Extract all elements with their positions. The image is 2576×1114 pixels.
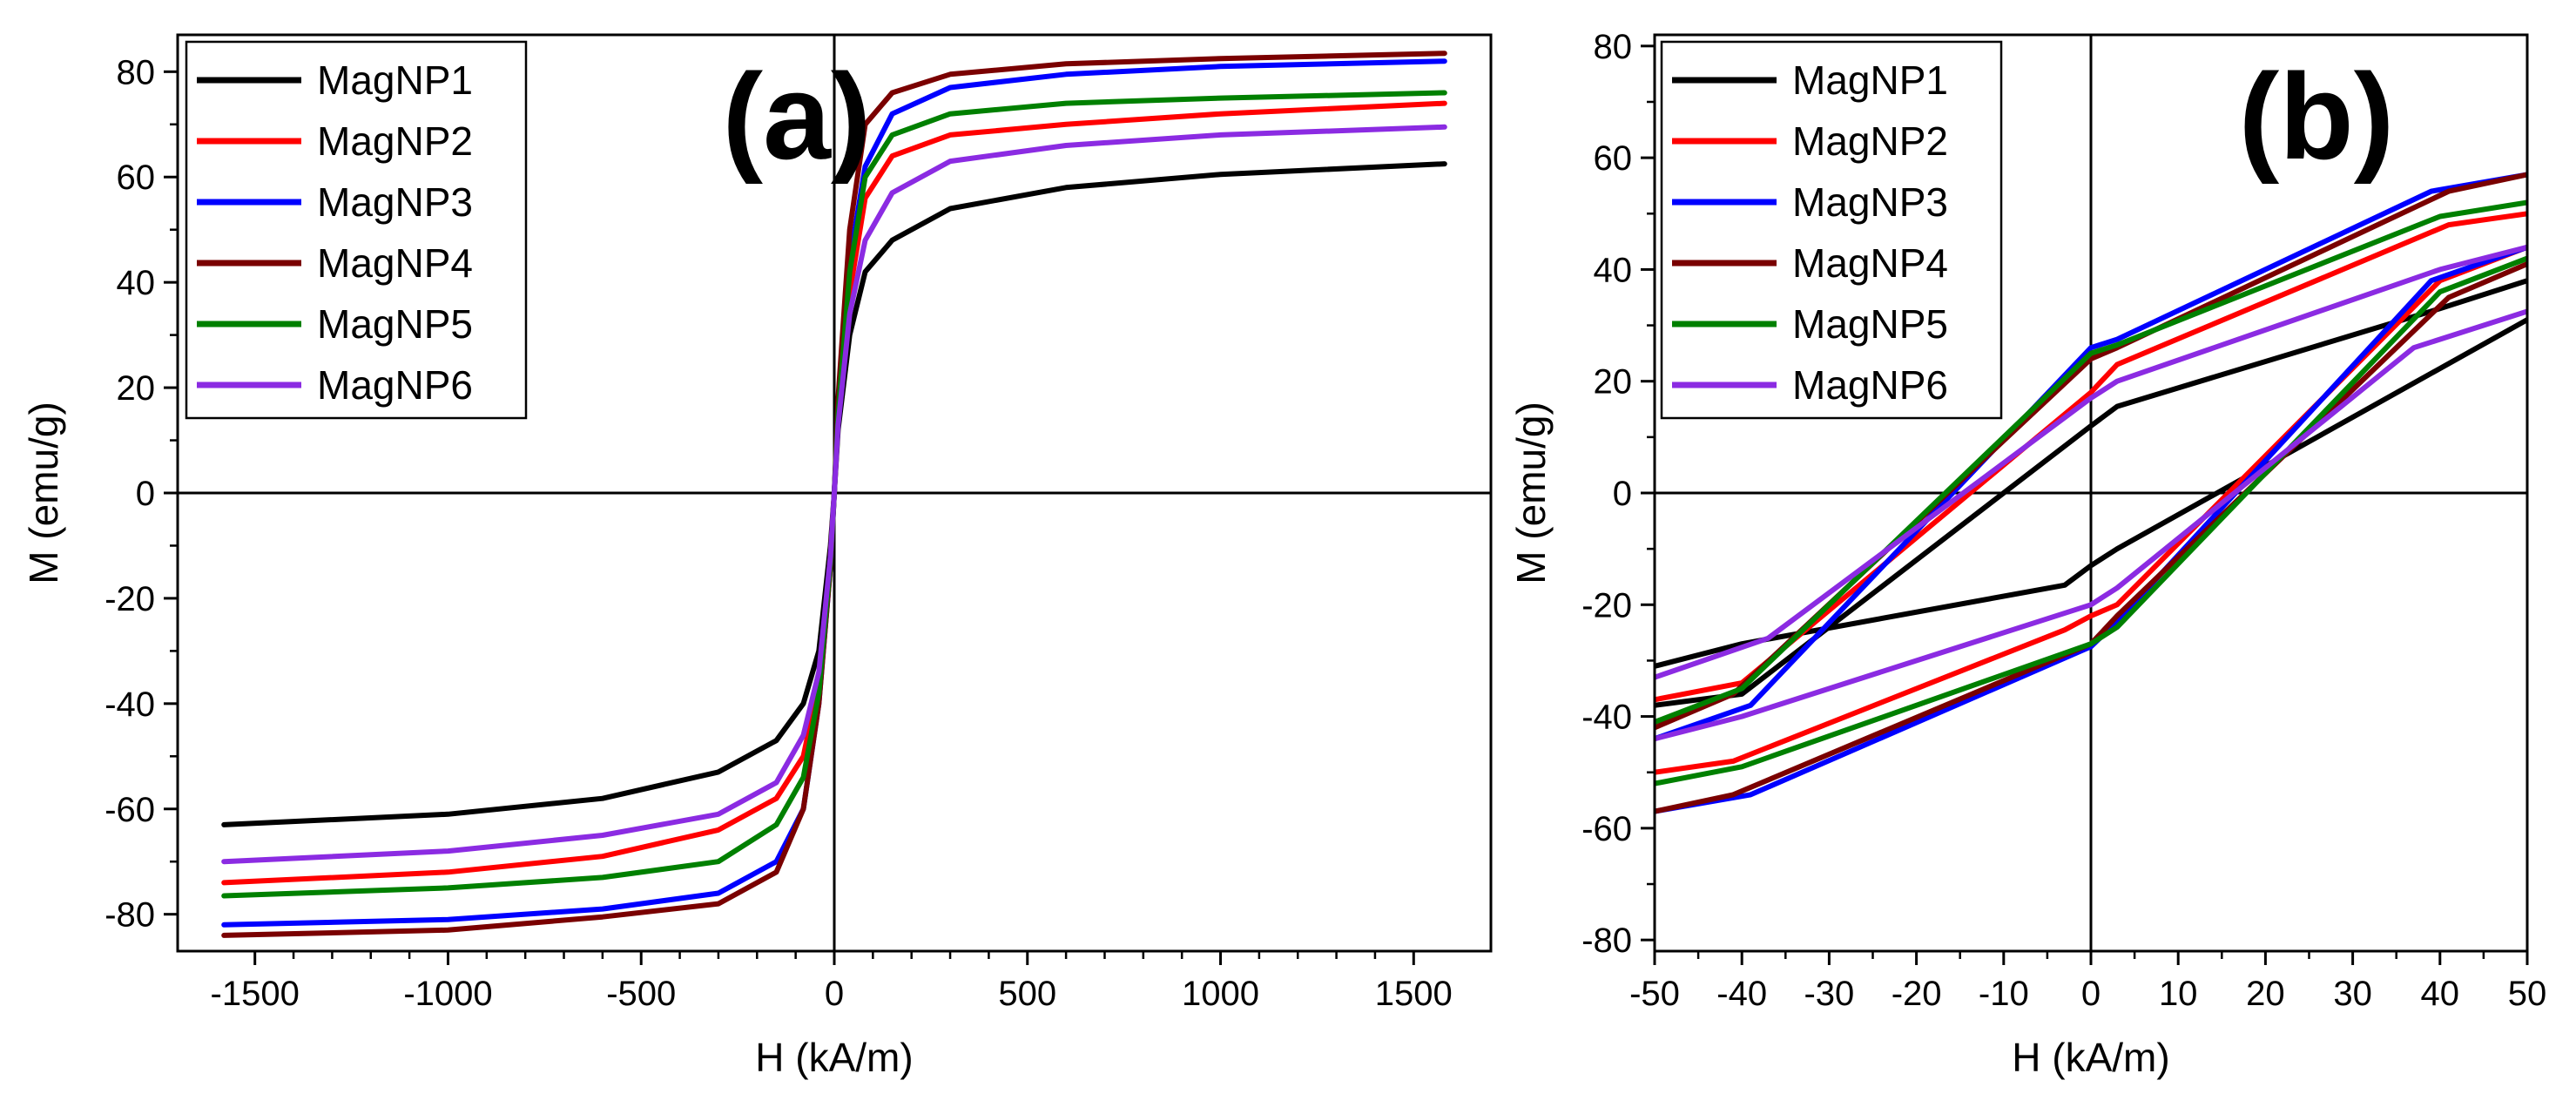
panel-b-series-magnp5-upper-branch	[1655, 199, 2527, 725]
panel-a-y-tick-label: -40	[105, 685, 155, 724]
panel-b-x-tick-label: 10	[2159, 975, 2198, 1013]
panel-b-legend-label-magnp5: MagNP5	[1792, 301, 1948, 347]
panel-b-zero-lines	[1655, 35, 2527, 951]
panel-b-y-tick-label: 0	[1613, 475, 1632, 513]
panel-a-legend-label-magnp6: MagNP6	[317, 362, 473, 408]
panel-a-legend-label-magnp1: MagNP1	[317, 57, 473, 103]
panel-a-x-tick-label: -1500	[211, 975, 300, 1013]
panel-a-y-tick-label: 0	[136, 475, 155, 513]
panel-a-legend-label-magnp3: MagNP3	[317, 179, 473, 225]
panel-b-legend-label-magnp2: MagNP2	[1792, 118, 1948, 164]
panel-b-legend-label-magnp6: MagNP6	[1792, 362, 1948, 408]
panel-b: -50 -40 -30 -20 -10 0 10 20 30 40 50 -80 -60 -40 -20 0 2…	[1508, 28, 2546, 1080]
panel-a-y-tick-label: -80	[105, 896, 155, 935]
panel-b-label: (b)	[2239, 48, 2395, 185]
panel-b-ticks: -50 -40 -30 -20 -10 0 10 20 30 40 50 -80 -60 -40 -20 0 2…	[1581, 28, 2546, 1013]
panel-b-series-magnp5-line	[1655, 255, 2527, 787]
panel-a-x-axis-title: H (kA/m)	[755, 1035, 913, 1080]
panel-b-series-magnp2-line	[1655, 244, 2527, 775]
panel-a-y-tick-label: 40	[117, 264, 156, 302]
panel-a-legend-box	[185, 40, 528, 420]
panel-b-series-magnp6-upper-branch	[1655, 244, 2527, 680]
panel-a-y-tick-label: -60	[105, 791, 155, 829]
panel-a-y-tick-label: -20	[105, 580, 155, 618]
panel-a-label: (a)	[722, 48, 871, 185]
panel-a-legend-label-magnp5: MagNP5	[317, 301, 473, 347]
panel-a-x-tick-label: 1000	[1182, 975, 1259, 1013]
panel-b-series-magnp3-upper-branch	[1655, 172, 2527, 742]
panel-b-x-tick-label: 0	[2081, 975, 2101, 1013]
panel-b-y-tick-label: -20	[1581, 586, 1632, 625]
panel-b-series-magnp4-line	[1655, 261, 2527, 814]
panel-a-y-tick-label: 20	[117, 369, 156, 408]
panel-a-x-tick-label: 0	[825, 975, 844, 1013]
panel-a: -1500 -1000 -500 0 500 1000 1500 -80 -60 -40 -20 0 2…	[21, 33, 1493, 1080]
panel-a-y-tick-label: 60	[117, 159, 156, 197]
panel-b-x-tick-label: -30	[1804, 975, 1854, 1013]
panel-a-legend: MagNP1 MagNP2 MagNP3 MagNP4 MagNP5 MagNP6	[185, 40, 528, 420]
panel-b-x-tick-label: 50	[2508, 975, 2547, 1013]
panel-b-y-tick-label: -80	[1581, 922, 1632, 960]
panel-b-x-axis-title: H (kA/m)	[2012, 1035, 2169, 1080]
panel-a-y-tick-label: 80	[117, 53, 156, 91]
panel-a-ticks: -1500 -1000 -500 0 500 1000 1500 -80 -60 -40 -20 0 2…	[105, 53, 1453, 1013]
panel-b-x-tick-label: 20	[2246, 975, 2285, 1013]
panel-b-y-tick-label: 20	[1594, 363, 1633, 402]
panel-b-y-tick-label: -60	[1581, 810, 1632, 848]
panel-b-x-tick-label: -10	[1979, 975, 2029, 1013]
panel-b-legend-label-magnp3: MagNP3	[1792, 179, 1948, 225]
panel-a-y-axis-title: M (emu/g)	[21, 402, 66, 584]
panel-a-x-tick-label: -500	[606, 975, 676, 1013]
panel-a-legend-label-magnp2: MagNP2	[317, 118, 473, 164]
panel-b-x-tick-label: -20	[1892, 975, 1942, 1013]
panel-a-x-tick-label: -1000	[403, 975, 492, 1013]
panel-a-series	[221, 51, 1447, 938]
panel-b-legend-box	[1660, 40, 2003, 420]
panel-b-x-tick-label: -50	[1629, 975, 1680, 1013]
panel-b-x-tick-label: 30	[2333, 975, 2372, 1013]
panel-b-y-tick-label: 40	[1594, 251, 1633, 289]
panel-b-series-magnp1-line	[1655, 317, 2527, 669]
panel-a-x-tick-label: 500	[998, 975, 1056, 1013]
panel-b-legend-label-magnp1: MagNP1	[1792, 57, 1948, 103]
panel-b-series	[1655, 172, 2527, 814]
panel-b-y-tick-label: 60	[1594, 139, 1633, 178]
panel-a-series-magnp6-line	[221, 124, 1447, 865]
panel-b-x-tick-label: -40	[1716, 975, 1767, 1013]
panel-b-series-magnp6-line	[1655, 308, 2527, 742]
panel-b-legend: MagNP1 MagNP2 MagNP3 MagNP4 MagNP5 MagNP6	[1660, 40, 2003, 420]
panel-b-legend-label-magnp4: MagNP4	[1792, 240, 1948, 286]
panel-a-legend-label-magnp4: MagNP4	[317, 240, 473, 286]
panel-a-x-tick-label: 1500	[1375, 975, 1453, 1013]
panel-b-y-tick-label: 80	[1594, 28, 1633, 66]
panel-b-y-tick-label: -40	[1581, 699, 1632, 737]
panel-b-series-magnp2-upper-branch	[1655, 211, 2527, 703]
panel-b-y-axis-title: M (emu/g)	[1508, 402, 1554, 584]
panel-b-x-tick-label: 40	[2421, 975, 2460, 1013]
